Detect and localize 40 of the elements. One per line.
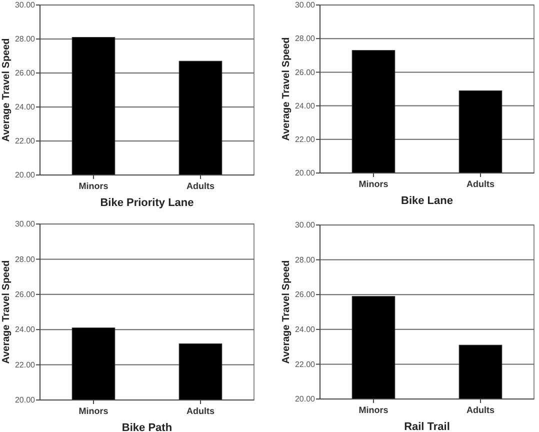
y-tick-label: 30.00: [14, 0, 36, 10]
y-tick-label: 30.00: [14, 220, 36, 229]
y-tick-label: 30.00: [294, 220, 316, 230]
y-tick-label: 20.00: [14, 396, 36, 405]
x-axis-title: Bike Priority Lane: [100, 197, 194, 209]
x-axis-title: Rail Trail: [404, 421, 450, 432]
y-tick-label: 22.00: [294, 360, 316, 369]
y-tick-label: 24.00: [294, 101, 316, 110]
y-tick-label: 26.00: [294, 68, 316, 77]
y-axis-title: Average Travel Speed: [1, 260, 12, 364]
x-tick-label: Minors: [358, 179, 388, 189]
x-axis-title: Bike Path: [122, 422, 172, 432]
y-axis-title: Average Travel Speed: [281, 37, 292, 141]
y-tick-label: 20.00: [14, 170, 36, 180]
y-tick-label: 26.00: [14, 290, 36, 299]
y-tick-label: 26.00: [14, 68, 36, 78]
y-tick-label: 30.00: [294, 0, 316, 10]
y-tick-label: 22.00: [294, 134, 316, 144]
y-tick-label: 22.00: [14, 360, 36, 370]
x-tick-label: Adults: [466, 405, 494, 415]
y-tick-label: 20.00: [294, 394, 316, 404]
y-axis-title: Average Travel Speed: [281, 260, 292, 364]
y-tick-label: 28.00: [14, 254, 36, 264]
x-axis-title: Bike Lane: [401, 195, 453, 207]
y-tick-label: 28.00: [14, 34, 36, 44]
y-tick-label: 24.00: [14, 325, 36, 334]
y-tick-label: 26.00: [294, 290, 316, 300]
x-tick-label: Minors: [78, 406, 108, 416]
y-tick-label: 20.00: [294, 168, 316, 178]
y-tick-label: 22.00: [14, 136, 36, 146]
x-tick-label: Adults: [186, 406, 214, 416]
y-tick-label: 28.00: [294, 255, 316, 264]
y-tick-label: 24.00: [294, 324, 316, 334]
x-tick-label: Minors: [78, 181, 108, 191]
x-tick-label: Minors: [358, 405, 388, 415]
y-tick-label: 28.00: [294, 34, 316, 44]
y-axis-title: Average Travel Speed: [1, 38, 12, 142]
x-tick-label: Adults: [466, 179, 494, 189]
x-tick-label: Adults: [186, 181, 214, 191]
y-tick-label: 24.00: [14, 102, 36, 112]
